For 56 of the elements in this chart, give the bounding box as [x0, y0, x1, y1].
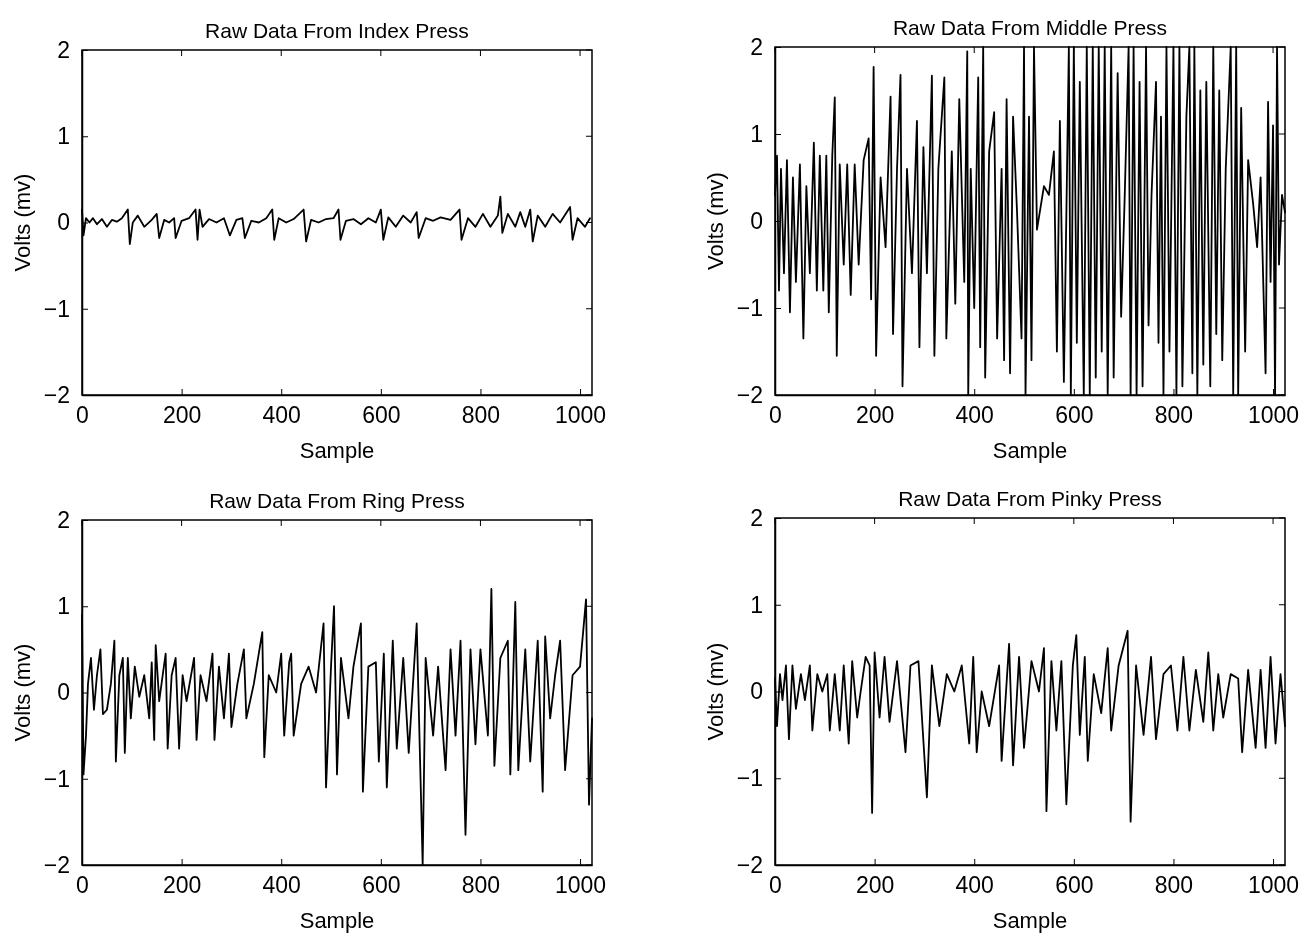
x-tick-label: 200 [162, 402, 202, 429]
x-tick-label: 600 [362, 402, 401, 429]
y-tick-label: 0 [57, 679, 70, 706]
x-tick-label: 400 [955, 402, 994, 429]
x-tick-label: 400 [262, 402, 301, 429]
x-tick-label: 400 [262, 872, 301, 899]
y-tick-label: −1 [43, 295, 70, 322]
y-axis-title: Volts (mv) [703, 642, 728, 741]
x-tick-label: 800 [461, 872, 501, 899]
y-tick-label: −1 [736, 294, 763, 321]
y-tick-label: 2 [57, 36, 70, 63]
x-tick-label: 1000 [1247, 872, 1300, 899]
y-tick-label: −2 [736, 851, 763, 878]
x-tick-label: 200 [855, 402, 895, 429]
y-tick-label: 1 [750, 591, 763, 618]
x-tick-label: 600 [1055, 872, 1094, 899]
x-axis-title: Sample [992, 438, 1068, 463]
y-tick-label: 1 [57, 123, 70, 150]
chart-title: Raw Data From Index Press [205, 19, 469, 42]
y-tick-label: 1 [750, 120, 763, 147]
y-axis-title: Volts (mv) [703, 172, 728, 270]
y-tick-label: 2 [750, 33, 763, 60]
y-tick-label: −2 [43, 851, 70, 878]
x-tick-label: 1000 [1247, 402, 1300, 429]
y-axis-title: Volts (mv) [10, 173, 35, 272]
x-tick-label: 0 [769, 872, 782, 899]
y-tick-label: −2 [43, 381, 70, 408]
x-tick-label: 0 [769, 402, 782, 429]
x-tick-label: 600 [362, 872, 401, 899]
y-tick-label: 0 [750, 207, 763, 234]
x-tick-label: 1000 [554, 872, 607, 899]
x-tick-label: 0 [76, 872, 89, 899]
x-tick-label: 600 [1055, 402, 1094, 429]
x-axis-title: Sample [299, 908, 375, 933]
x-tick-label: 0 [76, 402, 89, 429]
x-tick-label: 200 [855, 872, 895, 899]
x-tick-label: 800 [1154, 872, 1194, 899]
x-tick-label: 800 [461, 402, 501, 429]
y-tick-label: −1 [43, 765, 70, 792]
y-tick-label: 2 [57, 506, 70, 533]
x-tick-label: 400 [955, 872, 994, 899]
chart-title: Raw Data From Middle Press [892, 16, 1168, 39]
y-tick-label: 0 [750, 678, 763, 705]
chart-title: Raw Data From Ring Press [209, 489, 465, 512]
y-axis-title: Volts (mv) [10, 643, 35, 742]
y-tick-label: −2 [736, 381, 763, 408]
y-tick-label: −1 [736, 765, 763, 792]
x-tick-label: 1000 [554, 402, 607, 429]
chart-title: Raw Data From Pinky Press [898, 487, 1162, 510]
y-tick-label: 0 [57, 209, 70, 236]
y-tick-label: 1 [57, 593, 70, 620]
x-tick-label: 200 [162, 872, 202, 899]
y-tick-label: 2 [750, 504, 763, 531]
x-tick-label: 800 [1154, 402, 1194, 429]
x-axis-title: Sample [299, 438, 375, 463]
x-axis-title: Sample [992, 908, 1068, 933]
